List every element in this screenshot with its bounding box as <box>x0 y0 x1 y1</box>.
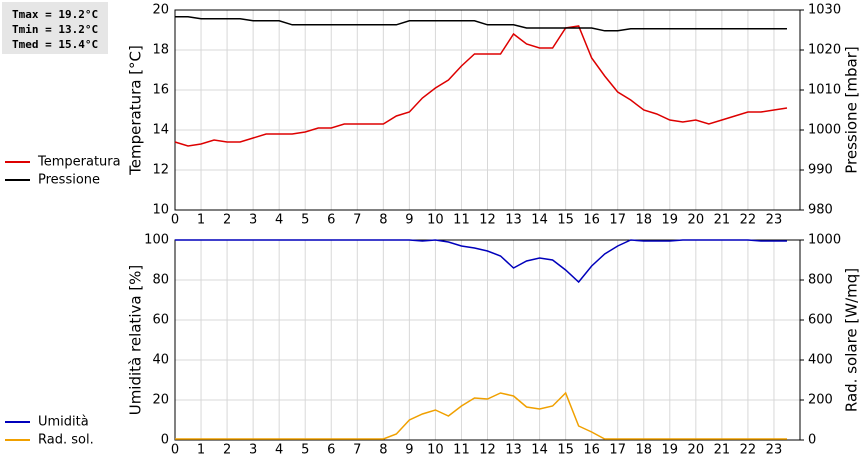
y2-tick-label: 600 <box>808 313 833 328</box>
x-tick-label: 17 <box>609 443 626 458</box>
stats-box <box>2 2 108 54</box>
y-tick-label: 60 <box>152 313 169 328</box>
y-tick-label: 16 <box>152 83 169 98</box>
x-tick-label: 21 <box>714 213 731 228</box>
y2-tick-label: 1000 <box>808 233 841 248</box>
x-tick-label: 17 <box>609 213 626 228</box>
x-tick-label: 11 <box>453 213 470 228</box>
x-tick-label: 6 <box>327 213 335 228</box>
y-tick-label: 14 <box>152 123 169 138</box>
stat: Tmin = 13.2°C <box>12 23 98 36</box>
legend-label: Umidità <box>38 415 89 430</box>
stat: Tmax = 19.2°C <box>12 8 98 21</box>
legend-label: Rad. sol. <box>38 433 94 448</box>
y2-tick-label: 1030 <box>808 3 841 18</box>
x-tick-label: 15 <box>557 443 574 458</box>
x-tick-label: 18 <box>635 443 652 458</box>
y2-axis-label: Rad. solare [W/mq] <box>843 268 860 412</box>
y-tick-label: 20 <box>152 3 169 18</box>
y2-tick-label: 0 <box>808 433 816 448</box>
x-tick-label: 16 <box>583 213 600 228</box>
data-line <box>175 391 787 440</box>
x-tick-label: 4 <box>275 213 283 228</box>
y-tick-label: 12 <box>152 163 169 178</box>
x-tick-label: 1 <box>197 443 205 458</box>
x-tick-label: 15 <box>557 213 574 228</box>
x-tick-label: 13 <box>505 443 522 458</box>
x-tick-label: 6 <box>327 443 335 458</box>
x-tick-label: 14 <box>531 213 548 228</box>
y-tick-label: 100 <box>144 233 169 248</box>
data-line <box>174 25 788 147</box>
x-tick-label: 4 <box>275 443 283 458</box>
x-tick-label: 12 <box>479 443 496 458</box>
x-tick-label: 5 <box>301 213 309 228</box>
y-tick-label: 80 <box>152 273 169 288</box>
data-line <box>175 239 787 284</box>
legend-label: Temperatura <box>37 155 121 170</box>
x-tick-label: 10 <box>427 443 444 458</box>
y2-tick-label: 990 <box>808 163 833 178</box>
x-tick-label: 1 <box>197 213 205 228</box>
x-tick-label: 22 <box>740 443 757 458</box>
x-tick-label: 7 <box>353 213 361 228</box>
x-tick-label: 11 <box>453 443 470 458</box>
y-tick-label: 40 <box>152 353 169 368</box>
y2-tick-label: 1020 <box>808 43 841 58</box>
x-tick-label: 14 <box>531 443 548 458</box>
y-tick-label: 10 <box>152 203 169 218</box>
x-tick-label: 9 <box>405 213 413 228</box>
x-tick-label: 19 <box>662 443 679 458</box>
legend-label: Pressione <box>38 173 100 188</box>
data-line <box>175 16 787 32</box>
x-tick-label: 3 <box>249 213 257 228</box>
x-tick-label: 0 <box>171 443 179 458</box>
x-tick-label: 20 <box>688 443 705 458</box>
x-tick-label: 3 <box>249 443 257 458</box>
y-tick-label: 20 <box>152 393 169 408</box>
y2-axis-label: Pressione [mbar] <box>843 46 860 174</box>
x-tick-label: 5 <box>301 443 309 458</box>
y-tick-label: 18 <box>152 43 169 58</box>
x-tick-label: 9 <box>405 443 413 458</box>
x-tick-label: 23 <box>766 443 783 458</box>
y2-tick-label: 400 <box>808 353 833 368</box>
x-tick-label: 23 <box>766 213 783 228</box>
y-axis-label: Temperatura [°C] <box>127 45 145 176</box>
y2-tick-label: 1010 <box>808 83 841 98</box>
x-tick-label: 21 <box>714 443 731 458</box>
y2-tick-label: 200 <box>808 393 833 408</box>
plot-frame <box>174 239 801 441</box>
x-tick-label: 16 <box>583 443 600 458</box>
x-tick-label: 13 <box>505 213 522 228</box>
x-tick-label: 0 <box>171 213 179 228</box>
y-tick-label: 0 <box>161 433 169 448</box>
x-tick-label: 8 <box>379 213 387 228</box>
y2-tick-label: 1000 <box>808 123 841 138</box>
x-tick-label: 10 <box>427 213 444 228</box>
stat: Tmed = 15.4°C <box>12 38 98 51</box>
x-tick-label: 7 <box>353 443 361 458</box>
x-tick-label: 2 <box>223 443 231 458</box>
plot-frame <box>174 9 801 211</box>
y-axis-label: Umidità relativa [%] <box>127 265 145 416</box>
y2-tick-label: 800 <box>808 273 833 288</box>
x-tick-label: 12 <box>479 213 496 228</box>
x-tick-label: 19 <box>662 213 679 228</box>
x-tick-label: 18 <box>635 213 652 228</box>
x-tick-label: 2 <box>223 213 231 228</box>
x-tick-label: 22 <box>740 213 757 228</box>
x-tick-label: 20 <box>688 213 705 228</box>
y2-tick-label: 980 <box>808 203 833 218</box>
x-tick-label: 8 <box>379 443 387 458</box>
